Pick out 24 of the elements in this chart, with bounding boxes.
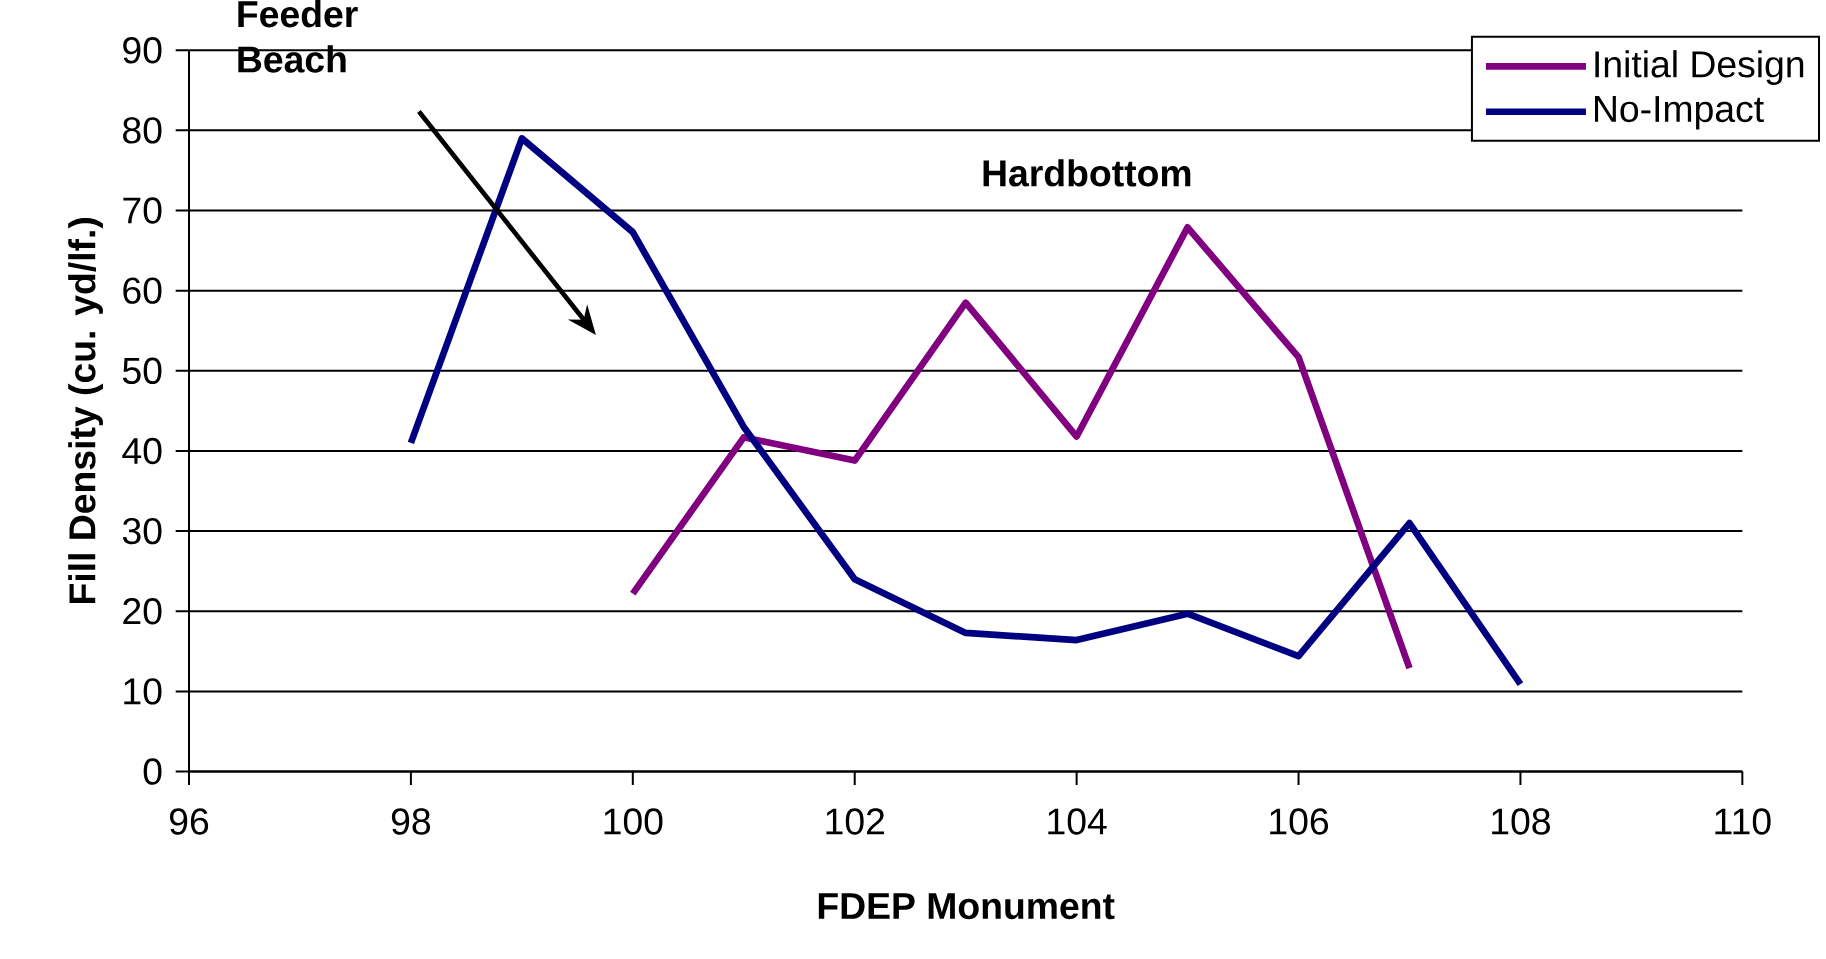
legend-label: No-Impact <box>1595 96 1764 130</box>
annotation: Feeder Beach <box>238 0 358 73</box>
y-axis-title: Fill Density (cu. yd/lf.) <box>68 218 103 604</box>
x-tick-label: 98 <box>391 808 431 835</box>
x-tick-label: 102 <box>826 808 884 835</box>
annotation: Hardbottom <box>983 159 1191 187</box>
y-tick-label: 60 <box>123 277 162 305</box>
y-tick-label: 20 <box>123 598 162 625</box>
legend-label: Initial Design <box>1595 50 1804 86</box>
y-tick-label: 80 <box>123 117 162 144</box>
x-tick-label: 100 <box>604 808 663 835</box>
x-tick-label: 106 <box>1270 808 1329 835</box>
x-tick-label: 108 <box>1492 808 1550 835</box>
y-tick-label: 90 <box>123 37 162 64</box>
y-tick-label: 50 <box>122 357 162 385</box>
y-tick-label: 70 <box>123 197 162 224</box>
x-tick-label: 104 <box>1048 808 1107 835</box>
y-tick-label: 10 <box>124 678 162 705</box>
y-tick-label: 40 <box>122 437 162 465</box>
y-tick-label: 30 <box>122 518 162 545</box>
x-tick-label: 110 <box>1715 808 1771 835</box>
x-axis-title: FDEP Monument <box>818 893 1115 920</box>
x-tick-label: 96 <box>170 808 209 835</box>
y-tick-label: 0 <box>143 758 162 785</box>
